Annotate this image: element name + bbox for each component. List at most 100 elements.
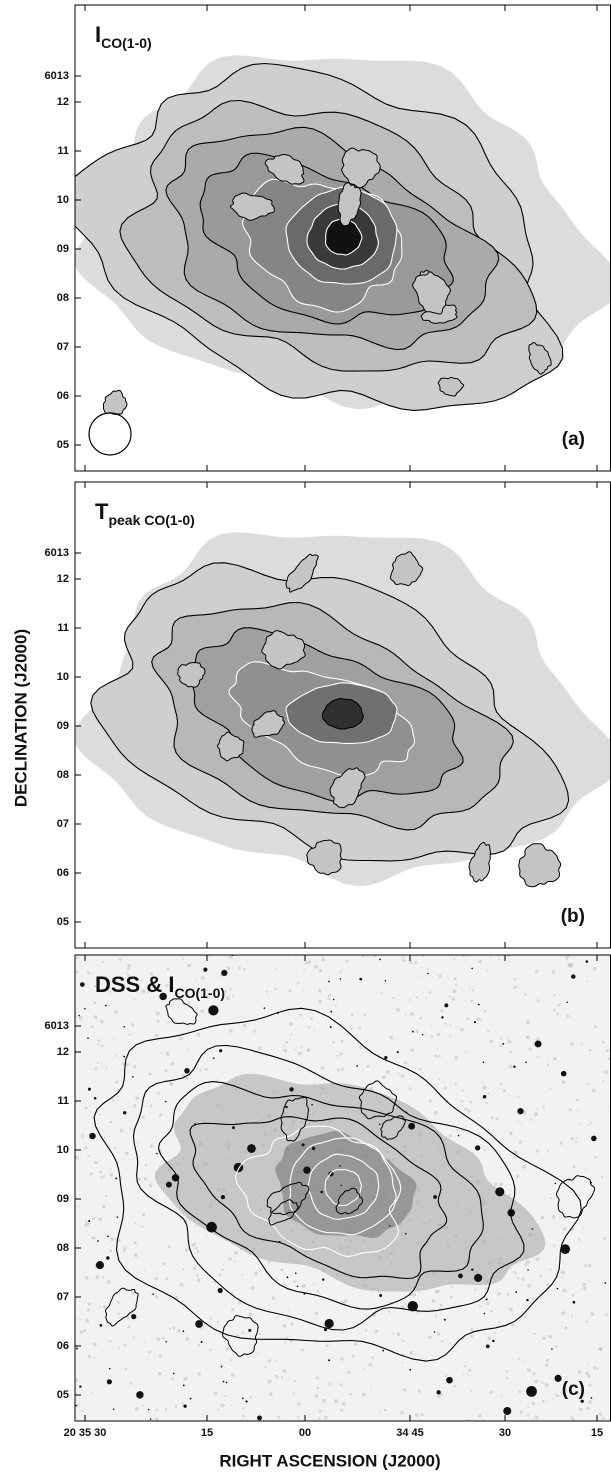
noise	[402, 1339, 405, 1343]
star	[396, 1051, 399, 1054]
noise	[93, 1356, 96, 1359]
noise	[349, 1392, 352, 1396]
noise	[478, 1305, 481, 1308]
noise	[187, 1001, 190, 1005]
noise	[409, 998, 412, 1002]
x-tick-label: 34 45	[396, 1427, 424, 1439]
noise	[587, 1362, 590, 1365]
noise	[585, 1371, 590, 1376]
noise	[334, 1004, 337, 1007]
noise	[476, 1017, 481, 1021]
noise	[518, 1140, 523, 1144]
y-tick-label: 07	[57, 818, 69, 830]
noise	[448, 995, 451, 998]
noise	[594, 1155, 597, 1159]
noise	[364, 1329, 368, 1332]
star	[585, 960, 589, 963]
noise	[383, 1408, 387, 1412]
noise	[468, 987, 471, 990]
noise	[570, 1042, 574, 1047]
noise	[100, 1019, 104, 1024]
noise	[417, 1389, 422, 1393]
noise	[339, 971, 342, 974]
noise	[400, 1410, 405, 1415]
noise	[513, 985, 517, 990]
noise	[102, 1175, 105, 1179]
noise	[600, 1175, 604, 1179]
noise	[526, 1260, 530, 1264]
star	[554, 1374, 562, 1382]
noise	[314, 1311, 319, 1316]
noise	[578, 1407, 583, 1412]
noise	[546, 1149, 549, 1152]
noise	[464, 1107, 468, 1111]
contour-island	[251, 710, 285, 738]
noise	[585, 1320, 589, 1323]
noise	[585, 1168, 587, 1170]
star	[356, 1065, 359, 1067]
noise	[133, 1221, 137, 1225]
star	[503, 1406, 512, 1415]
noise	[385, 1069, 390, 1074]
noise	[177, 1328, 181, 1333]
star	[378, 1123, 381, 1126]
noise	[231, 1372, 236, 1377]
noise	[590, 1312, 595, 1317]
noise	[347, 1370, 351, 1374]
noise	[515, 1174, 520, 1179]
star	[513, 1065, 516, 1068]
noise	[181, 1402, 185, 1406]
noise	[554, 1394, 558, 1397]
noise	[478, 959, 482, 964]
noise	[196, 1278, 201, 1282]
noise	[499, 1083, 503, 1086]
label-sub: peak CO(1-0)	[108, 512, 194, 528]
star	[165, 1181, 172, 1188]
noise	[577, 1370, 582, 1374]
star	[526, 1298, 529, 1302]
star	[106, 1379, 112, 1385]
noise	[114, 1146, 117, 1149]
noise	[77, 1204, 80, 1207]
noise	[92, 1342, 97, 1347]
noise	[91, 1236, 94, 1240]
noise	[528, 1047, 532, 1051]
star	[526, 1386, 537, 1397]
star	[404, 1232, 407, 1235]
noise	[90, 1392, 93, 1395]
noise	[553, 1244, 556, 1247]
noise	[484, 1287, 488, 1290]
contour-island	[337, 182, 362, 227]
noise	[233, 1260, 236, 1263]
noise	[164, 1277, 169, 1281]
star	[257, 1415, 262, 1421]
star	[604, 1282, 607, 1284]
noise	[148, 1072, 152, 1076]
noise	[453, 1384, 456, 1388]
noise	[282, 1369, 287, 1373]
noise	[570, 1416, 574, 1420]
noise	[161, 1336, 165, 1340]
noise	[560, 1325, 563, 1328]
noise	[253, 1029, 256, 1033]
star	[590, 1397, 593, 1399]
noise	[126, 1062, 130, 1067]
noise	[124, 1367, 128, 1371]
noise	[166, 1022, 170, 1025]
noise	[122, 1249, 126, 1252]
star	[222, 1380, 225, 1383]
noise	[143, 1342, 146, 1344]
noise	[436, 1332, 441, 1336]
star	[411, 1030, 414, 1033]
noise	[339, 980, 342, 982]
star	[149, 1418, 152, 1420]
noise	[466, 1373, 469, 1375]
star	[473, 1021, 477, 1024]
y-tick-label: 06	[57, 1340, 69, 1352]
star	[458, 1273, 463, 1279]
star	[328, 980, 330, 983]
star	[495, 1187, 505, 1197]
noise	[445, 1374, 448, 1378]
noise	[222, 1263, 225, 1266]
